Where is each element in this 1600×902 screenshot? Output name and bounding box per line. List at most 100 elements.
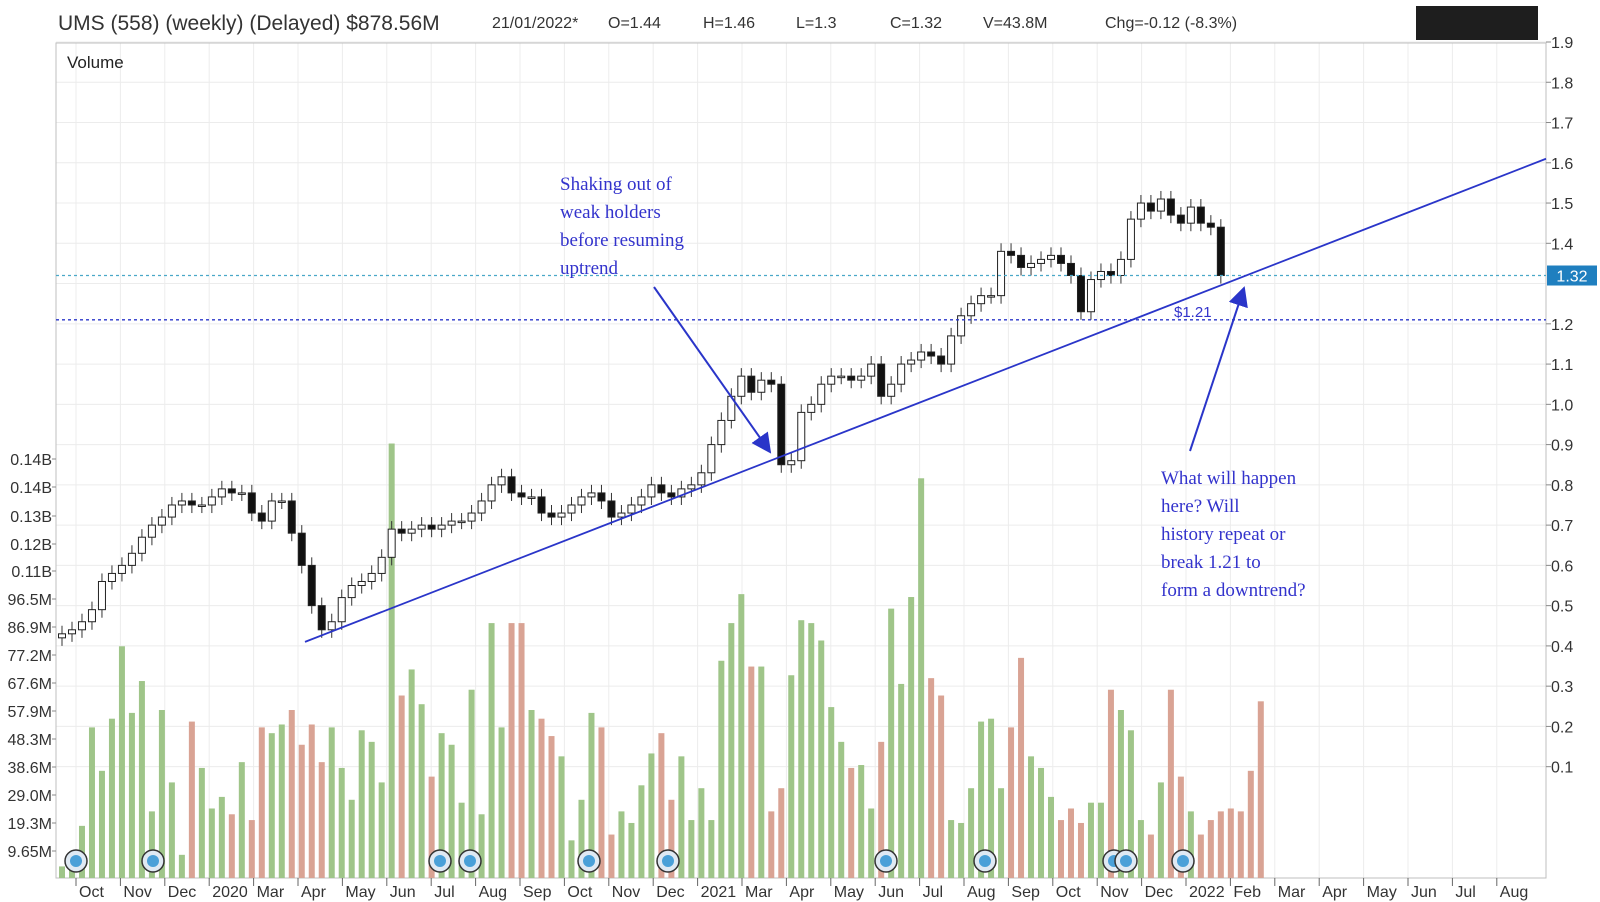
volume-bar — [768, 811, 775, 878]
candle-up — [347, 585, 356, 599]
volume-bar — [508, 623, 515, 878]
high-readout: H=1.46 — [703, 15, 756, 32]
candle-up — [637, 496, 646, 506]
volume-bar — [608, 834, 615, 878]
price-tick-label: 1.2 — [1551, 317, 1573, 334]
volume-tick-label: 57.9M — [8, 704, 52, 721]
annotation-line: weak holders — [560, 202, 661, 223]
volume-bar — [1117, 710, 1124, 878]
candle-up — [837, 375, 846, 379]
candle-up — [107, 572, 116, 582]
annotation-line: form a downtrend? — [1161, 580, 1306, 601]
volume-bar — [828, 707, 835, 878]
volume-bar — [1167, 689, 1174, 878]
candle-up — [477, 500, 486, 514]
candle-up — [917, 351, 926, 361]
bell-icon-core — [880, 855, 892, 867]
support-label: $1.21 — [1174, 304, 1212, 321]
time-tick-label: Oct — [1056, 884, 1081, 901]
volume-bar — [388, 443, 395, 878]
annotation-line: What will happen — [1161, 468, 1297, 489]
volume-bar — [68, 866, 75, 878]
bell-icon-core — [1120, 855, 1132, 867]
volume-bar — [1257, 701, 1264, 878]
time-tick-label: Apr — [1322, 884, 1348, 901]
candle-up — [407, 528, 416, 534]
price-tick-label: 0.3 — [1551, 679, 1573, 696]
volume-bar — [618, 811, 625, 878]
price-tick-label: 0.1 — [1551, 760, 1573, 777]
candle-down — [517, 492, 526, 498]
price-tick-label: 0.8 — [1551, 478, 1573, 495]
volume-bar — [1038, 767, 1045, 878]
candlesticks — [58, 190, 1225, 646]
candle-down — [317, 605, 326, 631]
volume-bar — [908, 597, 915, 878]
volume-bar — [198, 767, 205, 878]
volume-bar — [548, 736, 555, 878]
volume-bar — [228, 814, 235, 878]
candle-up — [567, 504, 576, 514]
annotation-line: uptrend — [560, 258, 619, 279]
volume-bar — [1087, 802, 1094, 878]
time-tick-label: May — [1367, 884, 1397, 901]
volume-bar — [88, 727, 95, 878]
candle-down — [247, 492, 256, 514]
volume-bar — [648, 753, 655, 878]
volume-bar — [1237, 811, 1244, 878]
volume-bar — [498, 727, 505, 878]
candle-up — [157, 516, 166, 526]
volume-bar — [1018, 657, 1025, 878]
price-tick-label: 1.9 — [1551, 35, 1573, 52]
volume-bar — [488, 623, 495, 878]
price-tick-label: 0.5 — [1551, 599, 1573, 616]
volume-bar — [348, 799, 355, 878]
volume-axis: 0.14B 0.14B 0.13B 0.12B 0.11B 96.5M 86.9M 77.2M… — [8, 452, 56, 861]
candle-up — [237, 492, 246, 495]
candle-down — [1216, 226, 1225, 277]
volume-tick-label: 67.6M — [8, 676, 52, 693]
volume-bar — [1227, 808, 1234, 878]
time-tick-label: Sep — [1011, 884, 1040, 901]
open-readout: O=1.44 — [608, 15, 661, 32]
volume-bar — [1137, 820, 1144, 878]
price-tick-label: 1.0 — [1551, 397, 1573, 414]
candle-up — [197, 504, 206, 507]
time-tick-label: May — [834, 884, 864, 901]
candle-down — [1146, 202, 1155, 212]
candle-up — [587, 492, 596, 498]
volume-bar — [358, 730, 365, 878]
low-readout: L=1.3 — [796, 15, 837, 32]
volume-bar — [928, 678, 935, 878]
time-tick-label: Jun — [878, 884, 904, 901]
candle-up — [577, 496, 586, 506]
candle-down — [187, 500, 196, 506]
volume-tick-label: 0.11B — [11, 564, 52, 581]
volume-bar — [328, 727, 335, 878]
candle-up — [827, 375, 836, 385]
candle-down — [777, 383, 786, 466]
candle-up — [1037, 258, 1046, 264]
candle-up — [887, 383, 896, 397]
volume-bar — [1187, 811, 1194, 878]
level-lines: 1.32 $1.21 — [56, 265, 1597, 321]
candle-up — [897, 363, 906, 385]
candle-down — [1007, 250, 1016, 256]
candle-down — [1017, 254, 1026, 268]
volume-bar — [888, 608, 895, 878]
time-tick-label: 2022 — [1189, 884, 1225, 901]
volume-bar — [478, 814, 485, 878]
candle-up — [1116, 258, 1125, 277]
candle-up — [1086, 279, 1095, 313]
price-tick-label: 1.4 — [1551, 236, 1573, 253]
candle-up — [1136, 202, 1145, 220]
volume-bar — [668, 799, 675, 878]
candle-down — [847, 375, 856, 381]
annotation-line: before resuming — [560, 230, 684, 251]
volume-bar — [108, 718, 115, 878]
time-tick-label: Oct — [567, 884, 592, 901]
volume-bar — [728, 623, 735, 878]
volume-bar — [1217, 811, 1224, 878]
candle-up — [907, 359, 916, 365]
